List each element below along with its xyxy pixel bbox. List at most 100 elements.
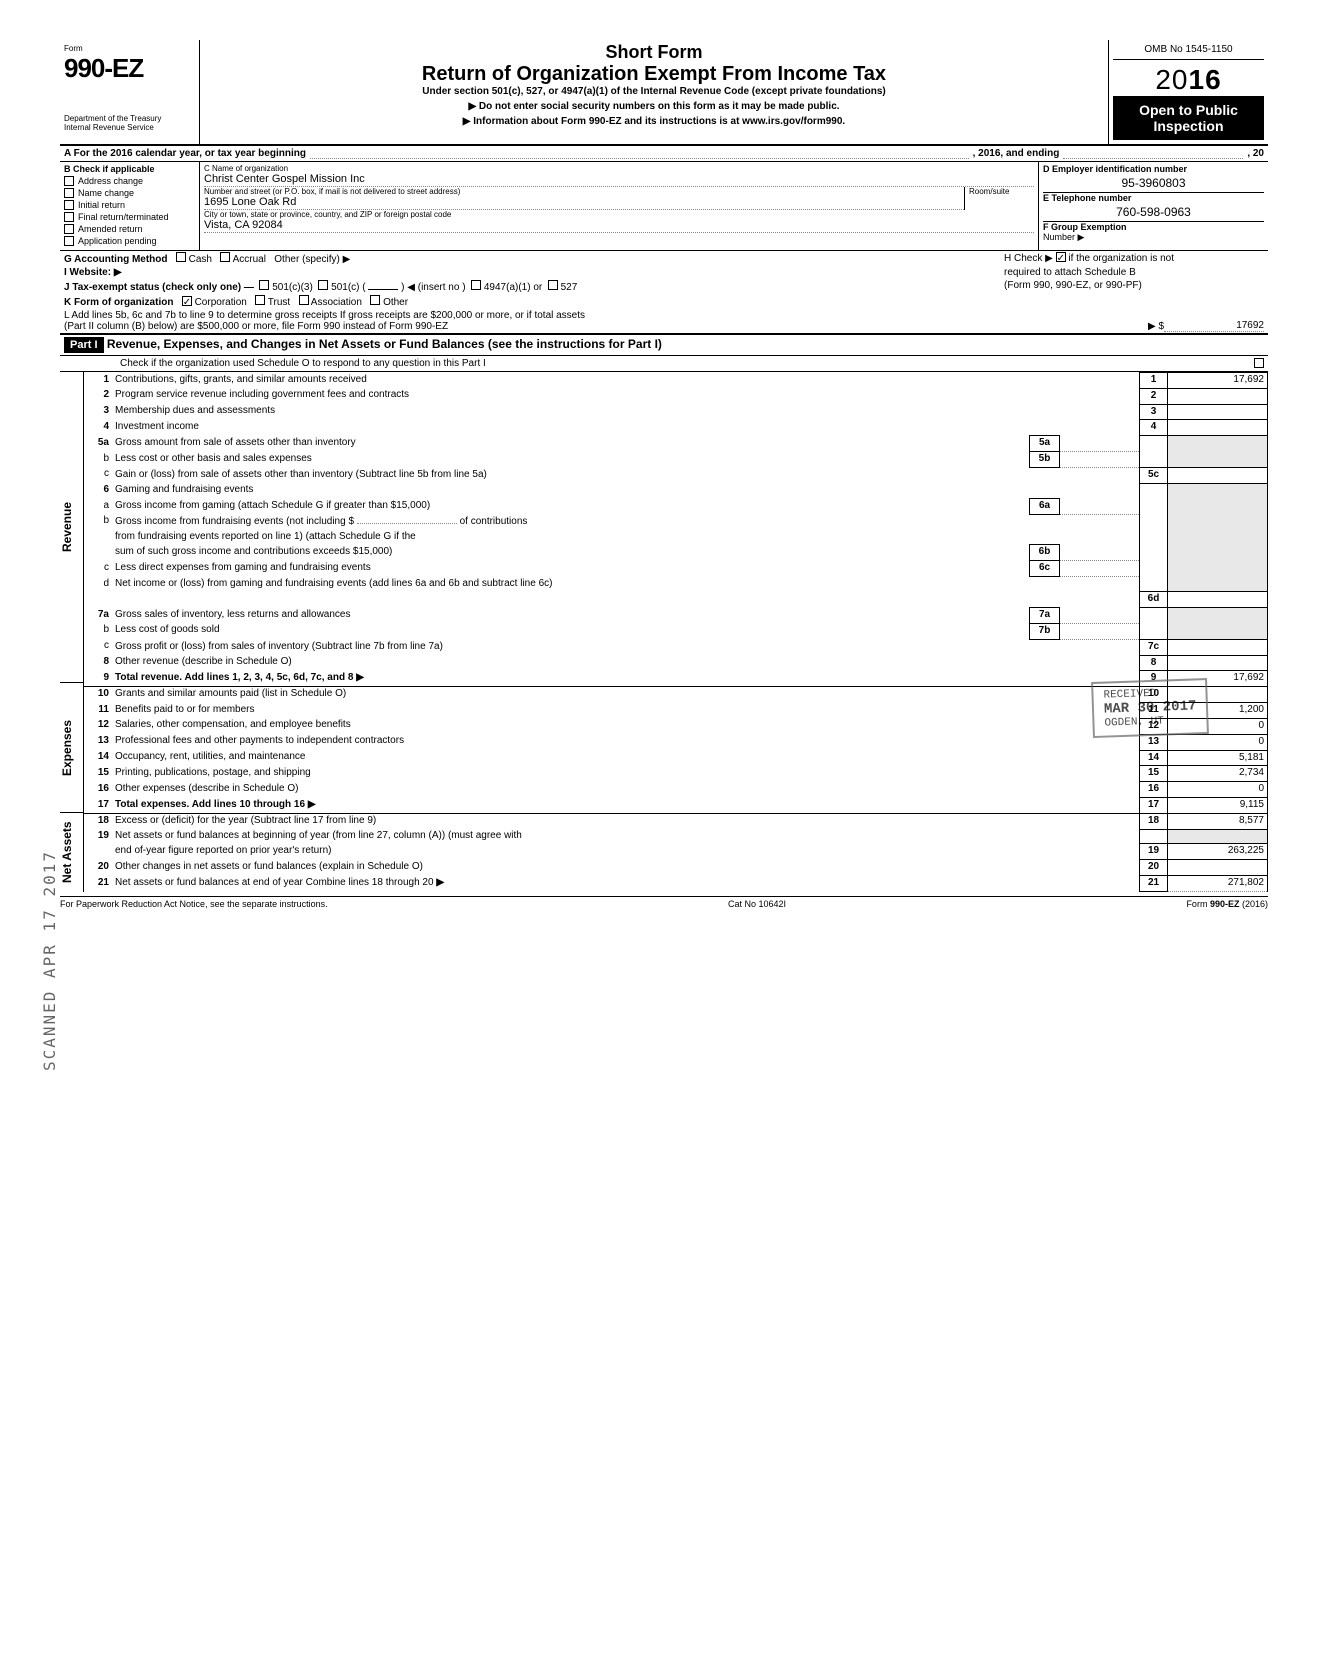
line-h2: required to attach Schedule B: [1004, 267, 1264, 278]
side-labels: Revenue Expenses Net Assets: [60, 372, 84, 892]
table-row: dNet income or (loss) from gaming and fu…: [84, 577, 1268, 592]
part1-title: Revenue, Expenses, and Changes in Net As…: [107, 337, 662, 351]
table-row: 4Investment income4: [84, 420, 1268, 436]
table-row: 6d: [84, 592, 1268, 608]
scanned-stamp: SCANNED APR 17 2017: [40, 850, 59, 1071]
checkbox-cash[interactable]: [176, 252, 186, 262]
table-row: 2Program service revenue including gover…: [84, 388, 1268, 404]
checkbox-icon[interactable]: [64, 200, 74, 210]
org-info-section: B Check if applicable Address change Nam…: [60, 162, 1268, 251]
table-row: 20Other changes in net assets or fund ba…: [84, 860, 1268, 876]
revenue-label: Revenue: [60, 372, 74, 682]
org-name-label: C Name of organization: [204, 164, 1034, 173]
public-inspection: Open to Public Inspection: [1113, 96, 1264, 140]
table-row: cGain or (loss) from sale of assets othe…: [84, 467, 1268, 483]
check-initial[interactable]: Initial return: [64, 200, 195, 210]
right-info-column: D Employer identification number 95-3960…: [1038, 162, 1268, 250]
stamp-loc: OGDEN, UT: [1104, 714, 1197, 729]
l-amount: 17692: [1164, 320, 1264, 332]
checkbox-501c[interactable]: [318, 280, 328, 290]
org-column: C Name of organization Christ Center Gos…: [200, 162, 1038, 250]
checkbox-h[interactable]: [1056, 252, 1066, 262]
table-row: 21Net assets or fund balances at end of …: [84, 876, 1268, 892]
check-column: B Check if applicable Address change Nam…: [60, 162, 200, 250]
checkbox-4947[interactable]: [471, 280, 481, 290]
checkbox-501c3[interactable]: [259, 280, 269, 290]
table-row: 1Contributions, gifts, grants, and simil…: [84, 373, 1268, 389]
checkbox-schedule-o[interactable]: [1254, 358, 1264, 368]
checkbox-trust[interactable]: [255, 295, 265, 305]
checkbox-accrual[interactable]: [220, 252, 230, 262]
city-label: City or town, state or province, country…: [204, 210, 1034, 219]
received-stamp: RECEIVED MAR 30 2017 OGDEN, UT: [1091, 678, 1209, 738]
check-header: B Check if applicable: [64, 164, 195, 174]
group-label: F Group Exemption: [1043, 222, 1264, 232]
addr-value: 1695 Lone Oak Rd: [204, 196, 964, 210]
phone-value: 760-598-0963: [1043, 203, 1264, 222]
checkbox-icon[interactable]: [64, 212, 74, 222]
table-row: 12Salaries, other compensation, and empl…: [84, 718, 1268, 734]
checkbox-icon[interactable]: [64, 224, 74, 234]
check-addr[interactable]: Address change: [64, 176, 195, 186]
title-main: Return of Organization Exempt From Incom…: [208, 63, 1100, 86]
checkbox-icon[interactable]: [64, 176, 74, 186]
ein-label: D Employer identification number: [1043, 164, 1264, 174]
org-name-value: Christ Center Gospel Mission Inc: [204, 173, 1034, 187]
group-sub: Number ▶: [1043, 232, 1264, 243]
room-label: Room/suite: [969, 187, 1034, 196]
checkbox-icon[interactable]: [64, 236, 74, 246]
table-row: aGross income from gaming (attach Schedu…: [84, 499, 1268, 515]
table-row: from fundraising events reported on line…: [84, 530, 1268, 545]
phone-label: E Telephone number: [1043, 193, 1264, 203]
year-suffix: 16: [1189, 64, 1222, 95]
checkbox-527[interactable]: [548, 280, 558, 290]
501c-number-field[interactable]: [368, 289, 398, 290]
form-number: 990-EZ: [64, 53, 195, 84]
line-k: K Form of organization Corporation Trust…: [60, 294, 1268, 309]
public-line2: Inspection: [1117, 118, 1260, 134]
table-row: 19Net assets or fund balances at beginni…: [84, 829, 1268, 844]
table-row: 8Other revenue (describe in Schedule O)8: [84, 655, 1268, 671]
omb-number: OMB No 1545-1150: [1113, 44, 1264, 60]
ein-value: 95-3960803: [1043, 174, 1264, 193]
checkbox-icon[interactable]: [64, 188, 74, 198]
table-row: bLess cost or other basis and sales expe…: [84, 452, 1268, 468]
table-row: 17Total expenses. Add lines 10 through 1…: [84, 798, 1268, 814]
public-line1: Open to Public: [1117, 102, 1260, 118]
check-final[interactable]: Final return/terminated: [64, 212, 195, 222]
table-row: bGross income from fundraising events (n…: [84, 514, 1268, 529]
dept-treasury: Department of the Treasury: [64, 114, 195, 123]
cal-end-field[interactable]: [1063, 148, 1243, 159]
line-h3: (Form 990, 990-EZ, or 990-PF): [1004, 280, 1264, 293]
table-row: 5aGross amount from sale of assets other…: [84, 436, 1268, 452]
header-left: Form 990-EZ Department of the Treasury I…: [60, 40, 200, 144]
city-value: Vista, CA 92084: [204, 219, 1034, 233]
table-row: 18Excess or (deficit) for the year (Subt…: [84, 813, 1268, 829]
table-row: 15Printing, publications, postage, and s…: [84, 766, 1268, 782]
check-name[interactable]: Name change: [64, 188, 195, 198]
tax-year: 2016: [1113, 64, 1264, 96]
cal-end: , 20: [1247, 148, 1264, 159]
header-center: Short Form Return of Organization Exempt…: [200, 40, 1108, 144]
line-g: G Accounting Method Cash Accrual Other (…: [64, 252, 1004, 265]
info-line: ▶ Information about Form 990-EZ and its …: [208, 116, 1100, 127]
irs-label: Internal Revenue Service: [64, 123, 195, 132]
form-990ez: Form 990-EZ Department of the Treasury I…: [60, 40, 1268, 909]
check-amended[interactable]: Amended return: [64, 224, 195, 234]
check-app[interactable]: Application pending: [64, 236, 195, 246]
checkbox-corp[interactable]: [182, 296, 192, 306]
part1-check-row: Check if the organization used Schedule …: [60, 356, 1268, 372]
part1-badge: Part I: [64, 337, 104, 353]
l-arrow: ▶ $: [1124, 321, 1164, 332]
table-row: 6Gaming and fundraising events: [84, 483, 1268, 498]
options-block: G Accounting Method Cash Accrual Other (…: [60, 251, 1268, 334]
table-row: 16Other expenses (describe in Schedule O…: [84, 782, 1268, 798]
net-label: Net Assets: [60, 813, 74, 892]
table-row: 7aGross sales of inventory, less returns…: [84, 608, 1268, 624]
cal-begin-field[interactable]: [310, 148, 969, 159]
form-prefix: Form: [64, 44, 195, 53]
table-row: end of-year figure reported on prior yea…: [84, 844, 1268, 860]
checkbox-assoc[interactable]: [299, 295, 309, 305]
checkbox-other[interactable]: [370, 295, 380, 305]
table-row: 3Membership dues and assessments3: [84, 404, 1268, 420]
